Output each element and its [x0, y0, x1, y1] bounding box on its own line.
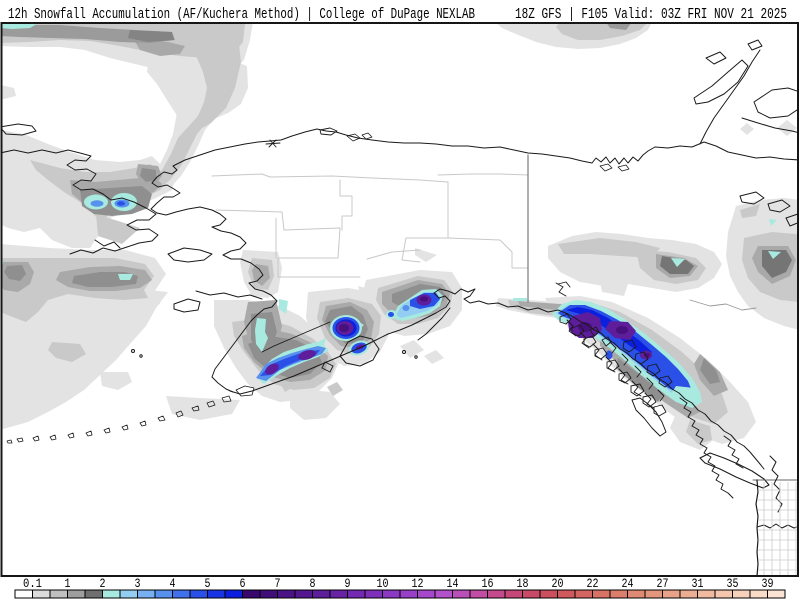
svg-text:14: 14 — [447, 576, 459, 591]
svg-text:24: 24 — [622, 576, 634, 591]
svg-text:39: 39 — [762, 576, 774, 591]
svg-text:22: 22 — [587, 576, 599, 591]
svg-text:12: 12 — [412, 576, 424, 591]
svg-text:20: 20 — [552, 576, 564, 591]
svg-text:27: 27 — [657, 576, 669, 591]
svg-text:10: 10 — [377, 576, 389, 591]
svg-text:9: 9 — [345, 576, 351, 591]
svg-text:2: 2 — [100, 576, 106, 591]
svg-text:16: 16 — [482, 576, 494, 591]
svg-text:18Z GFS | F105 Valid: 03Z FRI: 18Z GFS | F105 Valid: 03Z FRI NOV 21 202… — [515, 7, 787, 23]
svg-text:7: 7 — [275, 576, 281, 591]
svg-text:3: 3 — [135, 576, 141, 591]
svg-text:5: 5 — [205, 576, 211, 591]
svg-text:12h Snowfall Accumulation (AF/: 12h Snowfall Accumulation (AF/Kuchera Me… — [8, 7, 475, 23]
svg-text:18: 18 — [517, 576, 529, 591]
svg-text:8: 8 — [310, 576, 316, 591]
svg-text:31: 31 — [692, 576, 704, 591]
svg-text:35: 35 — [727, 576, 739, 591]
svg-text:1: 1 — [65, 576, 71, 591]
svg-text:0.1: 0.1 — [23, 576, 42, 591]
svg-text:6: 6 — [240, 576, 246, 591]
svg-text:4: 4 — [170, 576, 176, 591]
